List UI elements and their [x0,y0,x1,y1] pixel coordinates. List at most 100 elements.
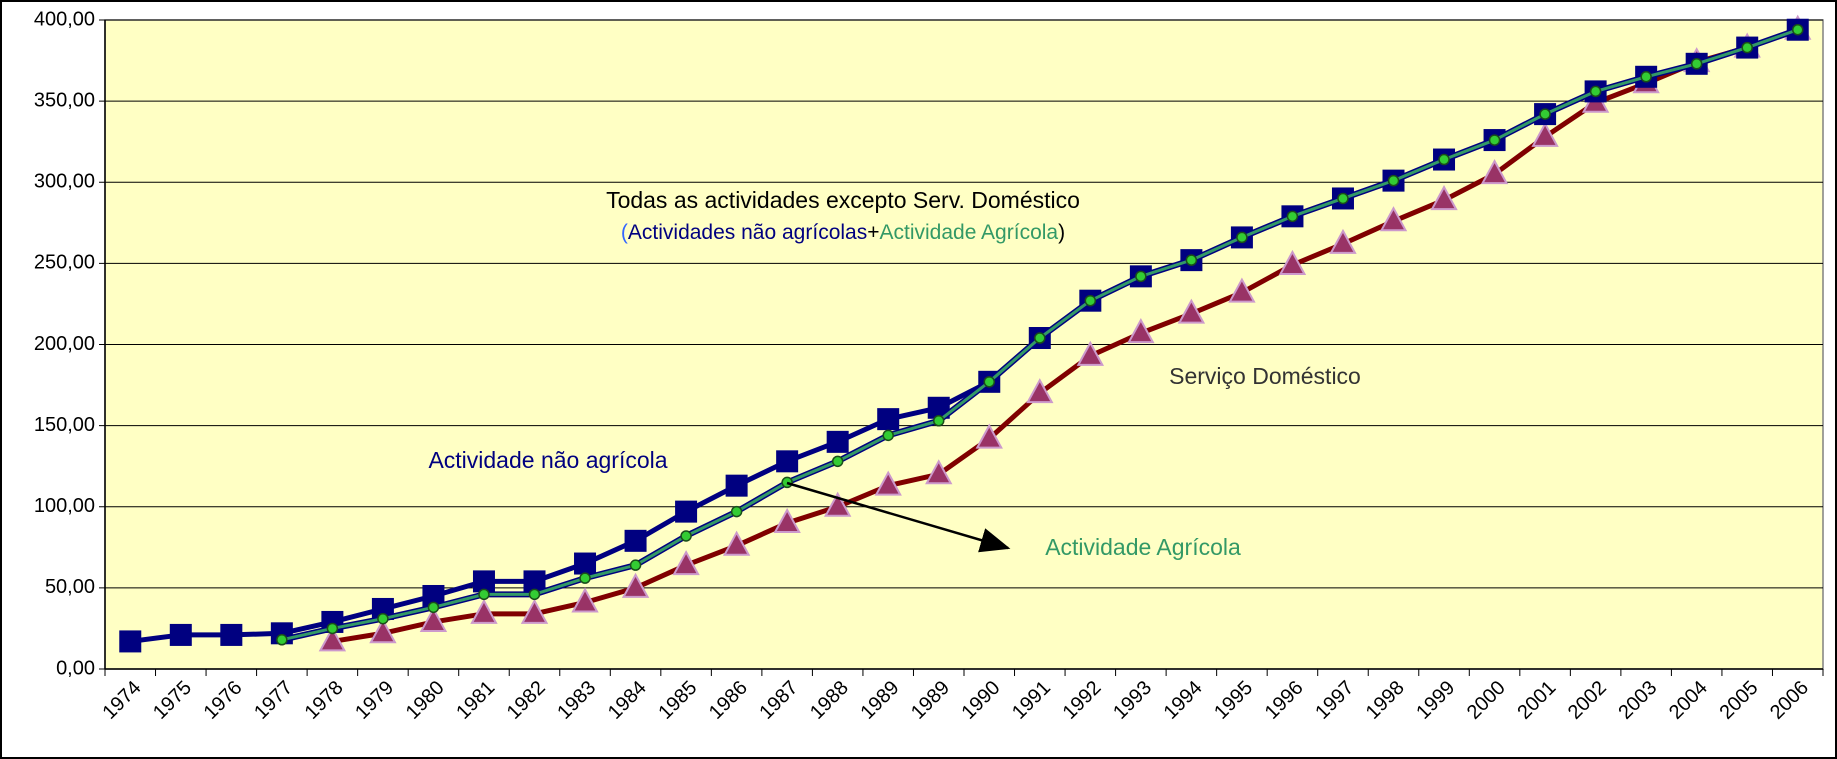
marker [1026,378,1054,404]
x-tick-label: 2004 [1665,677,1712,724]
marker [326,622,339,635]
x-tick-label: 2002 [1564,677,1611,724]
x-tick-label: 1985 [654,677,701,724]
marker [1177,298,1206,324]
marker [1034,332,1046,344]
x-tick-label: 1992 [1059,677,1106,724]
x-tick-label: 1980 [402,677,449,724]
annotation-part: ( [621,221,628,244]
marker [419,606,448,632]
x-tick-label: 1988 [806,677,853,724]
marker [1084,294,1097,307]
y-tick-label: 350,00 [34,89,95,111]
marker [220,623,243,646]
marker [680,530,692,542]
marker [169,623,192,646]
marker [1127,318,1155,344]
marker [1791,23,1804,36]
annotation-part: Actividade Agrícola [879,221,1058,244]
x-tick-label: 1981 [452,677,499,724]
marker [1387,174,1400,187]
marker [826,430,849,453]
x-tick-label: 1984 [604,677,651,724]
marker [781,476,793,489]
marker [925,459,953,485]
marker [773,507,801,533]
y-tick-label: 400,00 [34,8,95,30]
x-tick-label: 1993 [1109,677,1156,724]
marker [1690,58,1703,70]
marker [579,572,591,584]
marker [472,570,495,593]
marker [1438,153,1450,166]
marker [422,584,445,607]
x-tick-label: 1995 [1210,677,1257,724]
marker [1379,206,1408,232]
y-tick-label: 200,00 [34,333,95,355]
marker [776,450,799,473]
y-tick-label: 300,00 [34,171,95,193]
x-tick-label: 1998 [1362,677,1409,724]
marker [1488,134,1501,146]
marker [318,626,347,652]
marker [1430,185,1458,211]
marker [1640,71,1652,83]
marker [1589,85,1602,98]
x-tick-label: 1999 [1412,677,1459,724]
marker [983,376,996,388]
x-tick-label: 1987 [755,677,802,724]
x-tick-label: 2000 [1463,677,1510,724]
marker [377,612,389,625]
x-tick-label: 1976 [200,677,247,724]
x-tick-label: 1977 [250,677,297,724]
x-tick-label: 1982 [503,677,550,724]
x-tick-label: 1979 [351,677,398,724]
annotation-part: Actividades não agrícolas [628,221,867,244]
x-tick-label: 2005 [1715,677,1762,724]
annotation-part: ) [1058,221,1065,244]
marker [624,529,647,552]
y-tick-label: 50,00 [45,576,95,598]
marker [1480,159,1509,185]
marker [823,491,852,517]
marker [1741,41,1753,54]
x-tick-label: 1975 [149,677,196,724]
y-tick-label: 150,00 [34,414,95,436]
x-tick-label: 1989 [907,677,954,724]
marker [725,474,748,497]
marker [427,601,440,614]
marker [882,429,894,442]
marker [1531,121,1559,147]
x-tick-label: 1996 [1261,677,1308,724]
marker [1278,249,1307,275]
marker [520,598,549,624]
annotation-subtitle: (Actividades não agrícolas+Actividade Ag… [621,221,1065,244]
marker [478,588,490,601]
y-tick-label: 100,00 [34,495,95,517]
marker [1337,192,1349,205]
marker [629,559,642,571]
marker [528,588,541,601]
x-tick-label: 2003 [1614,677,1661,724]
marker [574,552,597,575]
marker [874,470,902,496]
series-label: Actividade não agrícola [428,447,667,473]
marker [119,630,142,653]
x-tick-label: 2006 [1766,677,1813,724]
x-tick-label: 1997 [1311,677,1358,724]
marker [276,634,288,646]
marker [1236,231,1248,244]
arrow [786,481,1011,553]
marker [470,598,498,624]
x-tick-label: 1978 [301,677,348,724]
marker [369,618,397,644]
marker [932,415,945,427]
marker [722,530,751,556]
x-tick-label: 1994 [1160,677,1207,724]
series-label: Actividade Agrícola [1045,534,1241,560]
marker [730,505,743,518]
marker [1329,228,1357,254]
x-tick-label: 1974 [99,677,146,724]
